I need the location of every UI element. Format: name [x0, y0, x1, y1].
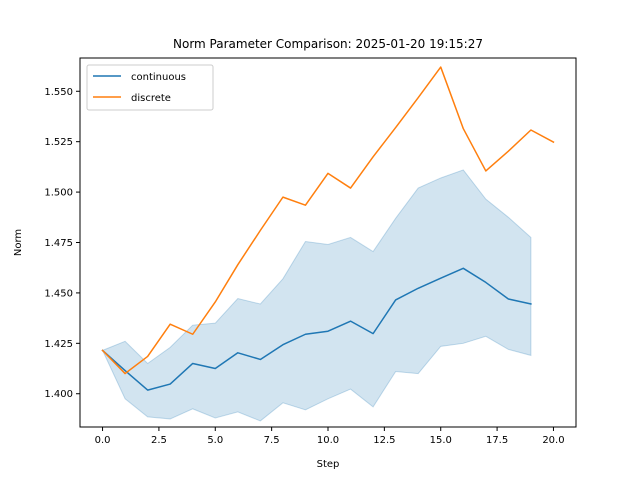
x-tick-label: 20.0 [542, 435, 564, 446]
y-tick-label: 1.425 [44, 339, 73, 350]
confidence-band-continuous [101, 169, 532, 422]
legend-label-continuous: continuous [131, 72, 186, 83]
y-tick-label: 1.525 [44, 137, 73, 148]
y-axis: 1.400 1.425 1.450 1.475 1.500 1.525 1.550 [44, 87, 80, 400]
x-tick-label: 7.5 [264, 435, 280, 446]
x-tick-label: 5.0 [207, 435, 223, 446]
y-tick-label: 1.550 [44, 87, 73, 98]
x-tick-label: 17.5 [486, 435, 508, 446]
x-tick-label: 10.0 [317, 435, 339, 446]
series-line-continuous [101, 267, 532, 391]
plot-area [101, 66, 555, 422]
x-tick-label: 0.0 [95, 435, 111, 446]
y-tick-label: 1.450 [44, 288, 73, 299]
y-tick-label: 1.400 [44, 389, 73, 400]
y-axis-label: Norm [13, 229, 24, 256]
chart-title: Norm Parameter Comparison: 2025-01-20 19… [173, 37, 483, 51]
x-axis-label: Step [317, 459, 340, 470]
legend-label-discrete: discrete [131, 93, 171, 104]
legend: continuous discrete [86, 64, 214, 111]
y-tick-label: 1.475 [44, 238, 73, 249]
y-tick-label: 1.500 [44, 188, 73, 199]
x-tick-label: 2.5 [151, 435, 167, 446]
series-line-discrete [101, 66, 555, 375]
x-tick-label: 15.0 [430, 435, 452, 446]
x-axis: 0.0 2.5 5.0 7.5 10.0 12.5 15.0 17.5 20.0 [95, 427, 565, 446]
x-tick-label: 12.5 [373, 435, 395, 446]
